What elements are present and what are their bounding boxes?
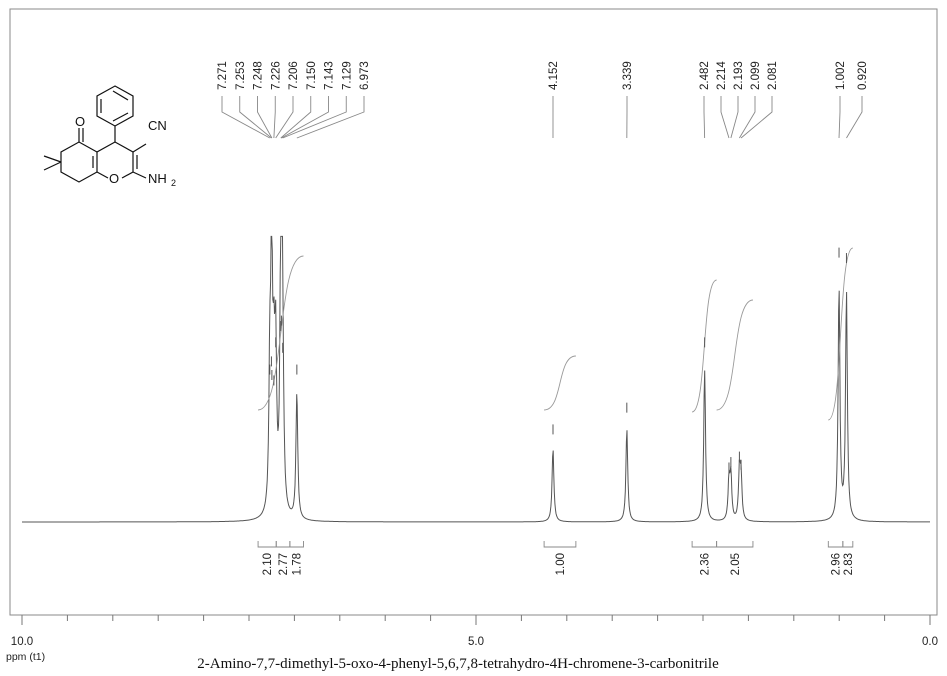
- x-axis-ticks: [21, 615, 931, 625]
- phenyl-inner-bond: [112, 90, 129, 101]
- integral-label: 2.05: [730, 553, 742, 575]
- x-tick-label: 5.0: [468, 636, 484, 648]
- x-tick-label: 0.0: [922, 636, 938, 648]
- integral-label: 2.77: [278, 553, 290, 575]
- bond: [132, 171, 147, 179]
- integral-label: 1.00: [555, 553, 567, 575]
- integral-bracket: [543, 541, 577, 548]
- nitrile-label: CN: [148, 118, 167, 133]
- integral-label: 2.36: [699, 553, 711, 575]
- integral-labels: 2.10 2.77 1.78 1.00 2.36 2.05 2.96 2.83: [262, 553, 855, 575]
- peak-label: 7.206: [288, 61, 300, 90]
- peak-connector: [703, 96, 706, 139]
- integral-bracket: [827, 541, 844, 548]
- peak-connector: [273, 96, 276, 139]
- integral-bracket: [257, 541, 277, 548]
- integral-bracket: [275, 541, 291, 548]
- peak-label: 1.002: [835, 61, 847, 90]
- peak-connector: [275, 96, 294, 139]
- integral-curves: [257, 247, 854, 421]
- integral-bracket: [716, 541, 754, 548]
- peak-connector: [221, 96, 271, 139]
- plot-frame: [9, 8, 938, 616]
- integral-label: 2.96: [831, 553, 843, 575]
- peak-label: 7.248: [253, 61, 265, 90]
- pyran-ring: [114, 141, 134, 179]
- peak-connector: [720, 96, 730, 139]
- integral-curve: [257, 255, 304, 411]
- peak-label: 7.143: [324, 61, 336, 90]
- peak-connector: [239, 96, 272, 139]
- amine-subscript: 2: [171, 178, 176, 188]
- methyl-bond: [43, 161, 62, 171]
- peak-label: 2.081: [767, 61, 779, 90]
- molecule-structure: [43, 85, 147, 183]
- amine-label: NH: [148, 171, 167, 186]
- peak-label: 6.973: [359, 61, 371, 90]
- phenyl-inner-bond: [112, 112, 129, 122]
- integral-bracket: [691, 541, 718, 548]
- spectrum-line: [22, 235, 930, 523]
- peak-connector: [280, 96, 312, 139]
- integral-brackets: [257, 541, 854, 548]
- bond: [96, 141, 116, 172]
- peak-label: 7.129: [341, 61, 353, 90]
- peak-connector: [730, 96, 739, 139]
- integral-label: 1.78: [292, 553, 304, 575]
- spectrum-layer: [22, 235, 930, 523]
- integral-curve: [716, 299, 754, 411]
- peak-connector: [282, 96, 347, 139]
- peak-label: 2.214: [716, 61, 728, 90]
- peak-label: 7.271: [217, 61, 229, 90]
- methyl-bond: [43, 155, 62, 163]
- peak-connector: [296, 96, 365, 139]
- peak-label: 2.099: [750, 61, 762, 90]
- integral-label: 2.10: [262, 553, 274, 575]
- peak-labels: 7.271 7.253 7.248 7.226 7.206 7.150 7.143 7.129…: [217, 61, 869, 90]
- integral-curve: [827, 247, 854, 421]
- peak-label: 7.226: [270, 61, 282, 90]
- peak-connector: [740, 96, 773, 139]
- ring-oxygen-label: O: [109, 171, 119, 186]
- integral-curve: [544, 355, 576, 411]
- peak-label: 4.152: [548, 61, 560, 90]
- peak-label-connectors: [221, 96, 863, 139]
- peak-label: 7.150: [306, 61, 318, 90]
- peak-label: 3.339: [622, 61, 634, 90]
- peak-connector: [281, 96, 329, 139]
- peak-markers: [269, 247, 847, 473]
- integral-bracket: [842, 541, 854, 548]
- peak-label: 2.193: [733, 61, 745, 90]
- peak-connector: [846, 96, 863, 139]
- x-axis-label: ppm (t1): [6, 651, 45, 663]
- peak-connector: [838, 96, 841, 139]
- peak-label: 0.920: [857, 61, 869, 90]
- chart-title: 2-Amino-7,7-dimethyl-5-oxo-4-phenyl-5,6,…: [197, 656, 719, 672]
- bond: [96, 171, 109, 179]
- ketone-oxygen-label: O: [75, 114, 85, 129]
- peak-label: 7.253: [235, 61, 247, 90]
- peak-connector: [257, 96, 273, 139]
- integral-bracket: [289, 541, 304, 548]
- cyclohexenone-ring: [60, 141, 98, 183]
- bond: [132, 143, 147, 153]
- x-tick-labels: 10.0 5.0 0.0: [11, 636, 938, 648]
- peak-label: 2.482: [699, 61, 711, 90]
- integral-label: 2.83: [843, 553, 855, 575]
- x-tick-label: 10.0: [11, 636, 33, 648]
- peak-connector: [739, 96, 756, 139]
